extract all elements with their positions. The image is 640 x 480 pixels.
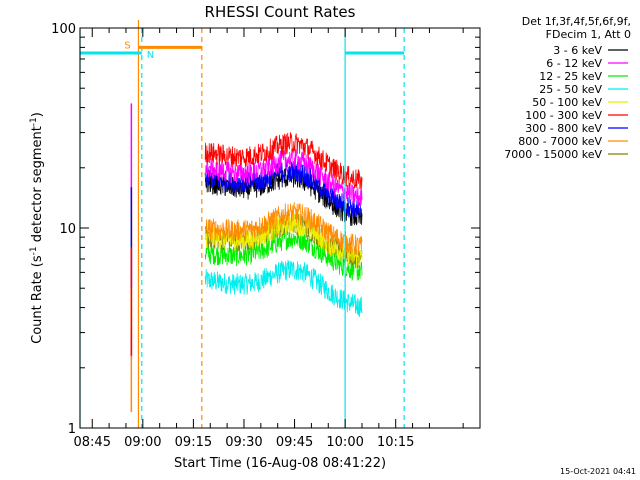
x-tick-label: 09:00 bbox=[124, 435, 161, 450]
y-axis-label: Count Rate (s-1 detector segment-1) bbox=[29, 112, 45, 344]
x-tick-label: 10:15 bbox=[377, 435, 414, 450]
x-axis: 08:45 09:00 09:15 09:30 09:45 10:00 10:15 bbox=[74, 28, 481, 450]
legend-label: 50 - 100 keV bbox=[532, 96, 602, 109]
series-line-6 bbox=[204, 160, 363, 219]
y-tick-label: 1 bbox=[68, 422, 76, 437]
legend-header-1: Det 1f,3f,4f,5f,6f,9f, bbox=[522, 15, 631, 28]
footer-timestamp: 15-Oct-2021 04:41 bbox=[560, 467, 636, 476]
y-axis-label-main: Count Rate (s bbox=[30, 255, 45, 344]
legend: Det 1f,3f,4f,5f,6f,9f, FDecim 1, Att 0 3… bbox=[504, 15, 631, 161]
y-tick-label: 100 bbox=[51, 22, 76, 37]
series-line-8 bbox=[204, 213, 363, 269]
x-tick-label: 08:45 bbox=[74, 435, 111, 450]
y-axis-label-sup2: -1 bbox=[29, 117, 39, 126]
y-axis-label-mid: detector segment bbox=[30, 126, 45, 246]
y-axis: 1 10 100 bbox=[51, 22, 480, 437]
x-tick-label: 10:00 bbox=[326, 435, 363, 450]
series-line-3 bbox=[204, 259, 363, 318]
y-tick-label: 10 bbox=[59, 222, 76, 237]
series-line-5 bbox=[204, 132, 363, 190]
legend-label: 300 - 800 keV bbox=[525, 122, 602, 135]
legend-label: 7000 - 15000 keV bbox=[504, 148, 602, 161]
x-tick-label: 09:45 bbox=[276, 435, 313, 450]
flag-bars: NS bbox=[79, 20, 405, 428]
x-axis-label: Start Time (16-Aug-08 08:41:22) bbox=[174, 456, 386, 471]
legend-label: 6 - 12 keV bbox=[546, 57, 602, 70]
legend-header-2: FDecim 1, Att 0 bbox=[546, 28, 631, 41]
night-bar-label: N bbox=[147, 50, 154, 61]
attenuator-bar-label: S bbox=[124, 40, 130, 51]
plot-area bbox=[130, 103, 363, 413]
series-line-1 bbox=[204, 148, 363, 207]
x-tick-label: 09:15 bbox=[175, 435, 212, 450]
legend-label: 3 - 6 keV bbox=[553, 44, 602, 57]
y-axis-label-sup1: -1 bbox=[29, 246, 39, 255]
legend-label: 100 - 300 keV bbox=[525, 109, 602, 122]
legend-label: 12 - 25 keV bbox=[539, 70, 602, 83]
x-tick-label: 09:30 bbox=[225, 435, 262, 450]
legend-label: 25 - 50 keV bbox=[539, 83, 602, 96]
legend-label: 800 - 7000 keV bbox=[518, 135, 602, 148]
chart-title: RHESSI Count Rates bbox=[205, 3, 356, 21]
y-axis-label-end: ) bbox=[30, 112, 45, 117]
series-line-7 bbox=[204, 202, 363, 256]
